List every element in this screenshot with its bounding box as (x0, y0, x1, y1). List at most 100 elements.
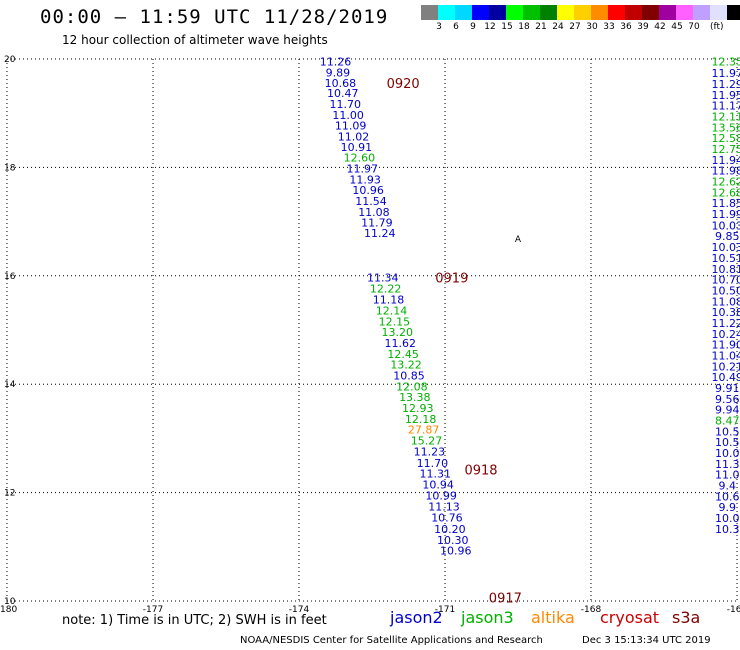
wave-height-value: 11.00 (332, 109, 364, 122)
wave-height-value: 9.89 (326, 67, 351, 80)
color-tick-label: 24 (552, 22, 564, 32)
color-swatch (693, 5, 710, 20)
wave-height-value: 11.70 (417, 457, 449, 470)
wave-height-value: 11.97 (347, 162, 379, 175)
wave-height-value: 9.9 (719, 501, 737, 514)
color-tick-label: 6 (453, 22, 459, 32)
wave-height-value: 11.79 (361, 217, 393, 230)
color-swatch (625, 5, 642, 20)
wave-height-value: 11.29 (712, 78, 740, 91)
color-swatch (642, 5, 659, 20)
lon-tick-label: -180 (0, 605, 17, 615)
wave-height-value: 11.3 (715, 458, 740, 471)
wave-height-value: 10.96 (440, 545, 472, 558)
wave-height-value: 13.56 (712, 121, 740, 134)
wave-height-value: 11.31 (420, 468, 452, 481)
wave-height-value: 12.62 (712, 175, 740, 188)
wave-height-value: 10.0 (715, 447, 740, 460)
color-tick-label: 9 (470, 22, 476, 32)
color-swatch (659, 5, 676, 20)
wave-height-value: 11.99 (712, 208, 740, 221)
lat-tick-label: 14 (4, 380, 16, 390)
color-swatch (489, 5, 506, 20)
wave-height-value: 11.93 (349, 173, 381, 186)
lon-tick-label: -174 (289, 605, 310, 615)
legend-cryosat: cryosat (600, 608, 660, 627)
wave-height-value: 11.17 (712, 100, 740, 113)
color-tick-label: 15 (501, 22, 513, 32)
lat-tick-label: 18 (4, 163, 16, 173)
track-east: 12.3511.9711.2911.9511.1712.1113.5612.58… (712, 56, 740, 536)
wave-height-value: 10.50 (712, 284, 740, 297)
wave-height-value: 10.51 (712, 252, 740, 265)
wave-height-value: 15.27 (411, 435, 443, 448)
wave-height-value: 12.35 (712, 56, 740, 69)
color-swatch (506, 5, 523, 20)
color-swatch (472, 5, 489, 20)
wave-height-value: 11.18 (373, 294, 405, 307)
wave-height-value: 11.13 (428, 501, 460, 514)
wave-height-value: 12.75 (712, 143, 740, 156)
wave-height-value: 11.22 (712, 317, 740, 330)
color-tick-label: 30 (586, 22, 598, 32)
wave-height-value: 10.30 (437, 534, 469, 547)
axis-labels: -180 -177 -174 -171 -168 -165 20 18 16 14 12 10 (0, 55, 740, 615)
wave-height-value: 12.08 (396, 380, 428, 393)
wave-height-value: 10.21 (712, 360, 740, 373)
legend-s3a: s3a (672, 608, 701, 627)
wave-height-value: 10.6 (715, 490, 740, 503)
wave-height-value: 12.22 (370, 282, 402, 295)
track-west: 11.269.8910.6810.4711.7011.0011.0911.021… (320, 56, 472, 558)
wave-height-value: 10.81 (712, 263, 740, 276)
wave-height-value: 9.94 (715, 404, 740, 417)
wave-height-value: 10.0 (715, 512, 740, 525)
wave-height-value: 11.85 (712, 197, 740, 210)
wave-height-value: 10.85 (393, 370, 425, 383)
legend-jason3: jason3 (461, 608, 514, 627)
color-tick-label: 70 (688, 22, 700, 32)
lat-tick-label: 10 (4, 597, 16, 607)
wave-height-value: 9.56 (715, 393, 740, 406)
generation-timestamp: Dec 3 15:13:34 UTC 2019 (582, 635, 711, 646)
time-label: 0917 (489, 592, 522, 607)
time-label: 0920 (387, 77, 420, 92)
color-swatch (710, 5, 727, 20)
wave-height-value: 11.90 (712, 339, 740, 352)
wave-height-value: 9.91 (715, 382, 740, 395)
color-tick-label: 27 (569, 22, 581, 32)
wave-height-value: 10.76 (431, 512, 463, 525)
wave-height-value: 11.94 (712, 154, 740, 167)
wave-height-value: 11.98 (712, 165, 740, 178)
wave-height-value: 27.87 (408, 424, 440, 437)
legend-jason2: jason2 (390, 608, 443, 627)
time-label: 0918 (464, 463, 497, 478)
wave-height-value: 11.04 (712, 349, 740, 362)
color-swatch (523, 5, 540, 20)
color-swatch (455, 5, 472, 20)
map-subtitle: 12 hour collection of altimeter wave hei… (62, 33, 328, 47)
lat-tick-label: 12 (4, 489, 15, 499)
wave-height-value: 10.68 (325, 77, 357, 90)
color-swatch (608, 5, 625, 20)
wave-height-value: 10.3 (715, 523, 740, 536)
wave-height-value: 12.93 (402, 402, 434, 415)
color-tick-label: 21 (535, 22, 547, 32)
legend-altika: altika (531, 608, 575, 627)
wave-height-value: 11.70 (329, 98, 361, 111)
wave-height-value: 10.24 (712, 328, 740, 341)
color-tick-label: 33 (603, 22, 615, 32)
color-tick-label: 42 (654, 22, 666, 32)
wave-height-value: 8.47 (715, 415, 740, 428)
wave-height-value: 10.47 (327, 87, 359, 100)
color-tick-label: 18 (518, 22, 530, 32)
time-label: 0919 (435, 271, 468, 286)
wave-height-value: 11.08 (358, 206, 390, 219)
wave-height-value: 10.96 (352, 184, 384, 197)
wave-height-value: 11.24 (364, 227, 396, 240)
wave-height-value: 13.22 (390, 359, 422, 372)
color-swatch (421, 5, 438, 20)
island-marker: Α (515, 235, 522, 245)
wave-height-value: 10.49 (712, 371, 740, 384)
wave-height-value: 12.18 (405, 413, 437, 426)
